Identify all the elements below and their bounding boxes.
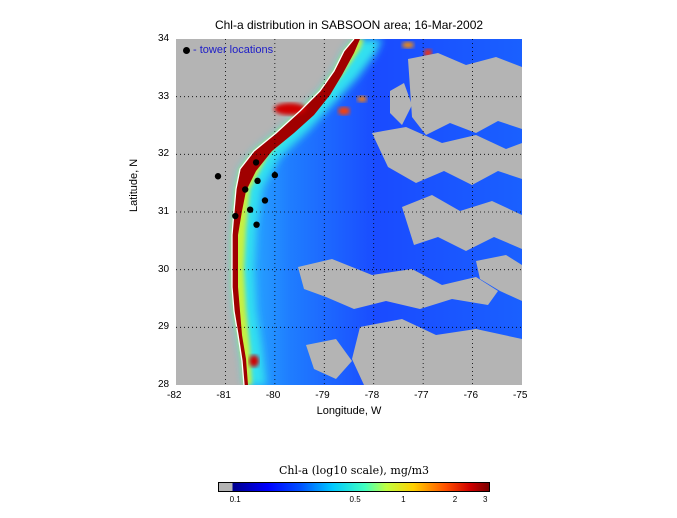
bloom-patch <box>338 107 350 115</box>
colorbar-tick-label: 0.1 <box>229 495 241 504</box>
colorbar-title: Chl-a (log10 scale), mg/m3 <box>278 464 430 477</box>
tower-marker <box>232 212 239 220</box>
coastline <box>231 39 355 385</box>
legend: - tower locations <box>183 44 273 56</box>
tower-marker <box>242 186 249 193</box>
map-canvas <box>176 39 522 385</box>
x-tick-label: -77 <box>414 390 429 401</box>
tower-marker <box>253 221 260 228</box>
bloom-patch <box>402 42 414 48</box>
colorbar-tick-label: 3 <box>483 495 488 504</box>
bloom-patch <box>249 355 259 367</box>
tower-marker <box>271 171 279 179</box>
tower-marker <box>214 173 222 180</box>
bloom-patch <box>357 96 367 102</box>
x-tick-label: -82 <box>167 390 182 401</box>
tower-marker <box>252 159 260 166</box>
colorbar-tick-label: 2 <box>452 495 458 504</box>
nearshore-band <box>232 39 364 385</box>
legend-label: - tower locations <box>193 44 274 56</box>
tower-marker <box>246 206 254 213</box>
tower-markers <box>214 159 279 228</box>
y-tick-label: 32 <box>158 148 170 160</box>
y-tick-label: 34 <box>158 33 170 44</box>
tower-marker-icon <box>183 46 190 54</box>
x-tick-label: -76 <box>463 390 479 401</box>
y-tick-label: 33 <box>158 90 170 102</box>
y-tick-label: 28 <box>158 379 170 390</box>
x-tick-label: -75 <box>513 390 528 401</box>
grid-lines <box>176 39 522 385</box>
x-tick-label: -78 <box>364 390 380 401</box>
x-tick-label: -81 <box>216 390 231 401</box>
colorbar <box>218 482 490 492</box>
x-tick-label: -79 <box>315 390 330 401</box>
y-tick-label: 29 <box>158 321 170 333</box>
cloud-mask <box>298 53 522 385</box>
y-axis-label: Latitude, N <box>128 158 140 212</box>
map-plot-area <box>176 39 522 385</box>
colorbar-tick-label: 0.5 <box>349 495 361 504</box>
tower-marker <box>254 177 261 185</box>
y-tick-label: 31 <box>158 206 170 217</box>
colorbar-tick-label: 1 <box>401 495 406 504</box>
x-tick-label: -80 <box>265 390 281 401</box>
tower-marker <box>261 197 269 204</box>
figure-title: Chl-a distribution in SABSOON area; 16-M… <box>214 18 484 32</box>
x-axis-label: Longitude, W <box>316 405 382 417</box>
y-tick-label: 30 <box>158 263 170 275</box>
